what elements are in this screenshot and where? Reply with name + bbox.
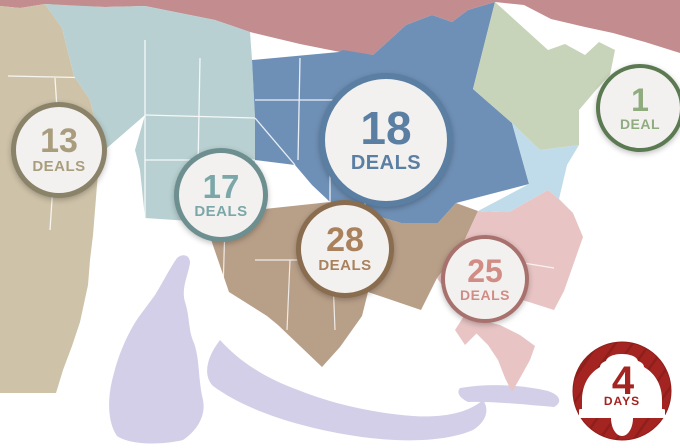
- svg-text:DAYS: DAYS: [604, 394, 640, 408]
